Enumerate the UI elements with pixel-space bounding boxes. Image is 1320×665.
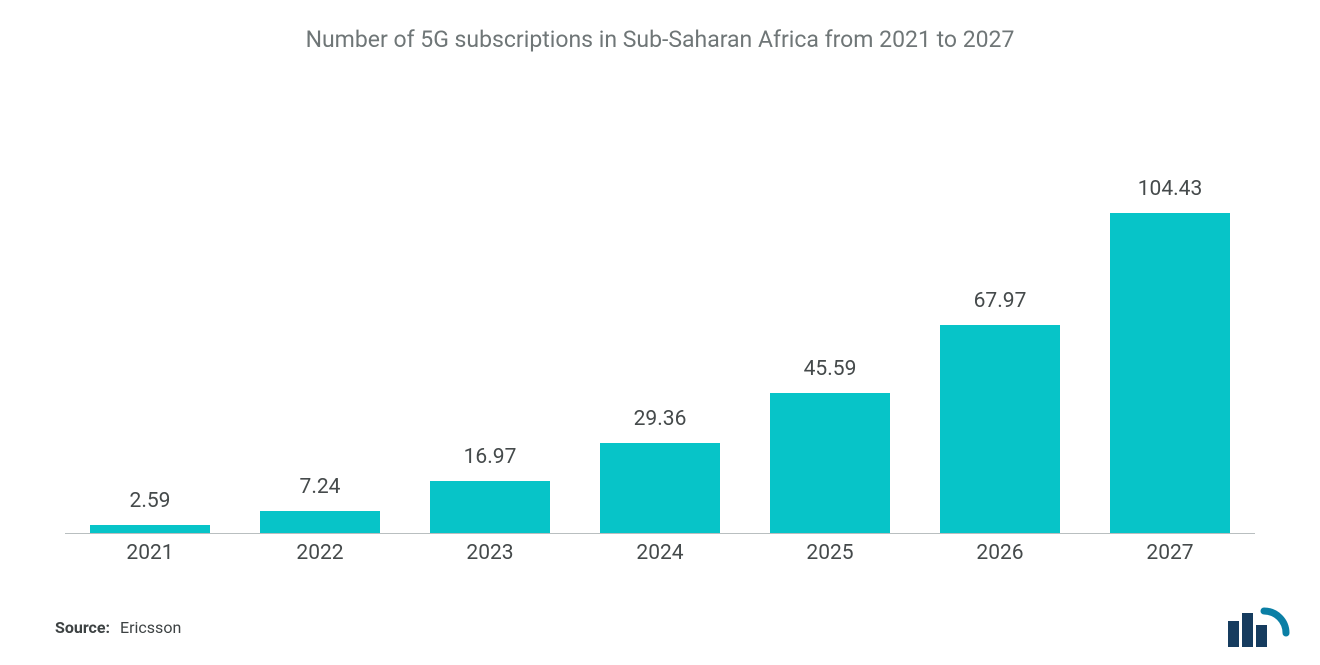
bar-value-label: 16.97 — [464, 445, 517, 469]
x-label: 2022 — [235, 541, 405, 565]
bar-rect — [770, 393, 890, 533]
bar-2023: 16.97 — [405, 73, 575, 533]
bar-rect — [260, 511, 380, 533]
bar-2022: 7.24 — [235, 73, 405, 533]
x-label: 2023 — [405, 541, 575, 565]
mordor-logo-icon — [1226, 607, 1290, 647]
bars-row: 2.59 7.24 16.97 29.36 45.59 67.97 — [55, 73, 1265, 533]
bar-value-label: 2.59 — [130, 489, 171, 513]
bar-value-label: 45.59 — [804, 357, 857, 381]
bar-value-label: 29.36 — [634, 407, 687, 431]
x-label: 2024 — [575, 541, 745, 565]
bar-value-label: 7.24 — [300, 475, 341, 499]
source-label: Source: — [55, 618, 110, 637]
bar-2027: 104.43 — [1085, 73, 1255, 533]
x-axis-labels: 2021 2022 2023 2024 2025 2026 2027 — [55, 541, 1265, 565]
bar-2024: 29.36 — [575, 73, 745, 533]
bar-rect — [1110, 213, 1230, 533]
x-axis-line — [65, 533, 1255, 534]
x-label: 2026 — [915, 541, 1085, 565]
chart-title: Number of 5G subscriptions in Sub-Sahara… — [55, 26, 1265, 53]
bar-rect — [940, 325, 1060, 533]
x-label: 2027 — [1085, 541, 1255, 565]
bar-2026: 67.97 — [915, 73, 1085, 533]
bar-rect — [90, 525, 210, 533]
bar-value-label: 67.97 — [974, 289, 1027, 313]
source-line: Source: Ericsson — [55, 618, 181, 637]
chart-container: Number of 5G subscriptions in Sub-Sahara… — [0, 0, 1320, 665]
x-label: 2021 — [65, 541, 235, 565]
bar-2025: 45.59 — [745, 73, 915, 533]
plot-area: 2.59 7.24 16.97 29.36 45.59 67.97 — [55, 73, 1265, 533]
bar-2021: 2.59 — [65, 73, 235, 533]
bar-rect — [600, 443, 720, 533]
x-label: 2025 — [745, 541, 915, 565]
bar-rect — [430, 481, 550, 533]
source-value: Ericsson — [120, 618, 181, 637]
bar-value-label: 104.43 — [1138, 177, 1203, 201]
